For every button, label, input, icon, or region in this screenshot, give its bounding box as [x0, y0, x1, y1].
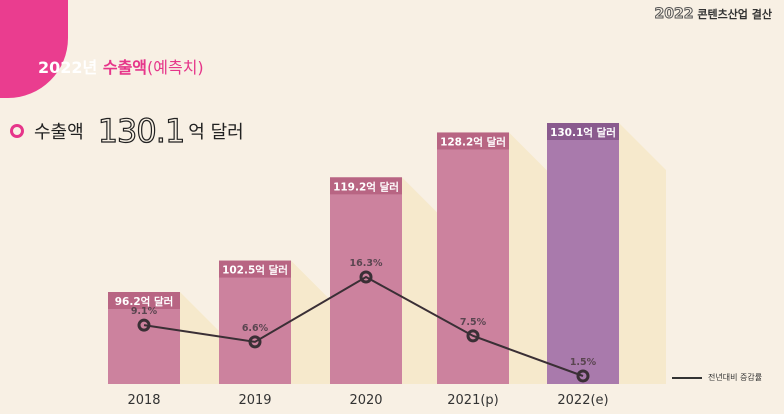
growth-label: 1.5%: [570, 357, 597, 368]
bar-label-bg: [330, 177, 402, 195]
bar-shadow: [619, 123, 666, 384]
x-tick-label: 2021(p): [447, 393, 498, 408]
chart-title: 2022년 수출액(예측치): [38, 54, 204, 78]
growth-label: 9.1%: [131, 306, 158, 317]
growth-point: [359, 270, 373, 284]
report-year: 2022: [654, 6, 694, 23]
summary: 수출액 130.1 억 달러: [10, 111, 244, 151]
report-label: 콘텐츠산업 결산: [697, 8, 772, 21]
legend: 전년대비 증감률: [672, 372, 762, 383]
growth-point: [466, 329, 480, 343]
bullet-ring-icon: [10, 124, 24, 138]
legend-line-icon: [672, 376, 702, 379]
bar-value-label: 128.2억 달러: [440, 135, 506, 148]
growth-point: [248, 335, 262, 349]
growth-line: [143, 275, 584, 377]
bar: [547, 123, 619, 384]
bar-value-label: 96.2억 달러: [115, 295, 174, 308]
bar-label-bg: [547, 123, 619, 140]
x-tick-label: 2018: [127, 393, 160, 408]
title-paren: (예측치): [147, 58, 204, 77]
bar: [219, 260, 291, 384]
growth-point: [576, 369, 590, 383]
title-year: 2022년: [38, 58, 98, 77]
bar: [437, 132, 509, 384]
bar-label-bg: [219, 260, 291, 278]
summary-label: 수출액: [34, 122, 84, 143]
legend-label: 전년대비 증감률: [708, 373, 763, 382]
growth-label: 16.3%: [350, 258, 383, 269]
bar-label-bg: [108, 292, 180, 309]
growth-label: 6.6%: [242, 323, 269, 334]
growth-point: [137, 318, 151, 332]
x-tick-label: 2022(e): [557, 393, 608, 408]
title-main: 수출액: [102, 58, 148, 77]
x-tick-label: 2019: [238, 393, 271, 408]
x-tick-label: 2020: [349, 393, 382, 408]
bar-value-label: 130.1억 달러: [550, 126, 616, 139]
summary-unit: 억 달러: [188, 122, 244, 143]
bar-label-bg: [437, 132, 509, 150]
summary-value: 130.1: [97, 111, 186, 150]
growth-label: 7.5%: [460, 317, 487, 328]
bar-value-label: 102.5억 달러: [222, 264, 288, 277]
bar-value-label: 119.2억 달러: [333, 180, 399, 193]
report-tag: 2022 콘텐츠산업 결산: [654, 6, 772, 23]
